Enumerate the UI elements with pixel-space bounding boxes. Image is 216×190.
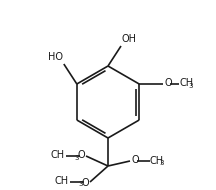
Text: CH: CH <box>51 150 65 161</box>
Text: 3: 3 <box>74 155 78 161</box>
Text: O: O <box>131 155 139 165</box>
Text: O: O <box>164 78 172 89</box>
Text: HO: HO <box>48 52 63 62</box>
Text: O: O <box>81 178 89 188</box>
Text: 3: 3 <box>188 83 193 89</box>
Text: CH: CH <box>179 78 193 89</box>
Text: OH: OH <box>122 34 137 44</box>
Text: CH: CH <box>150 155 164 165</box>
Text: 3: 3 <box>159 160 164 166</box>
Text: 3: 3 <box>78 181 83 187</box>
Text: CH: CH <box>55 177 69 187</box>
Text: O: O <box>77 150 85 160</box>
